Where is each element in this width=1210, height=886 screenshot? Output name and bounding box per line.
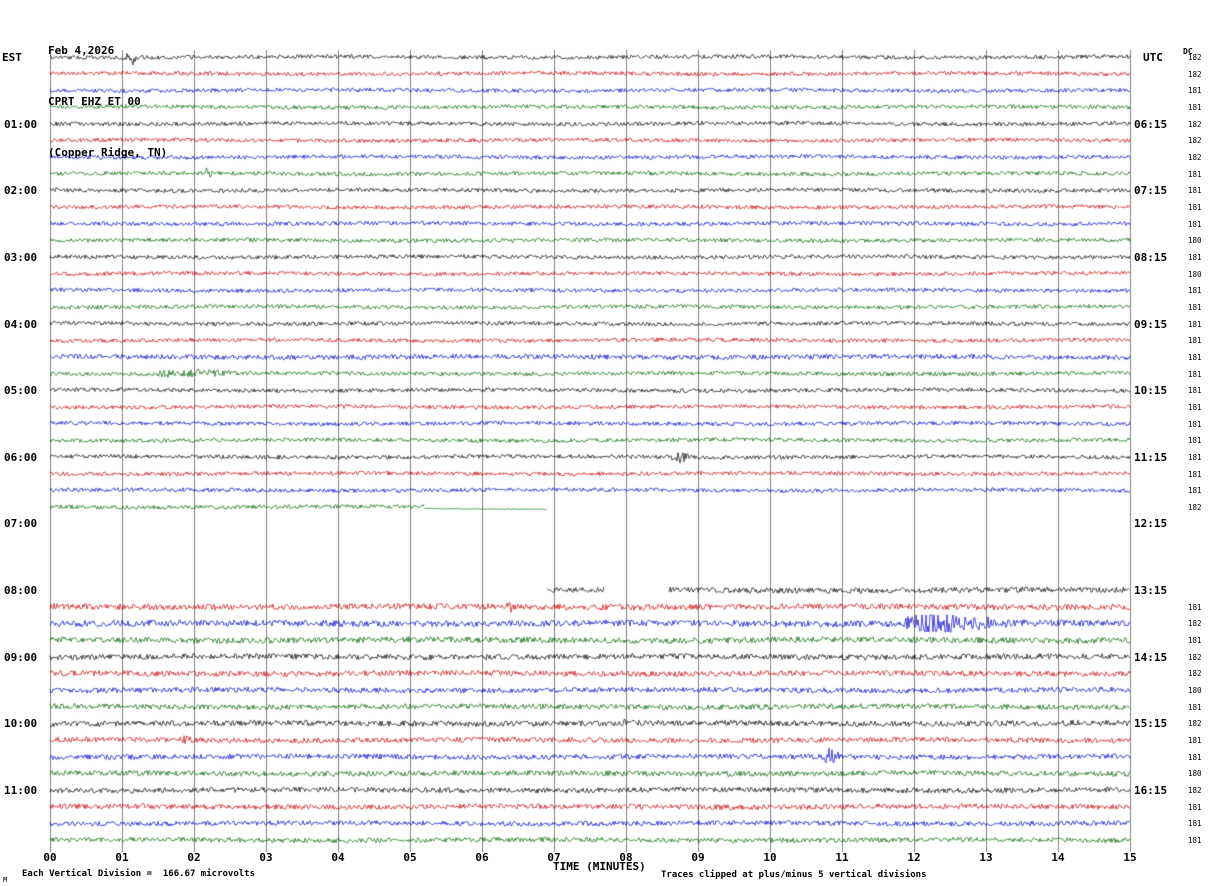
dc-value: 180 bbox=[1188, 236, 1202, 245]
left-hour-label: 03:00 bbox=[4, 251, 37, 264]
x-axis-tick-label: 12 bbox=[902, 851, 926, 864]
x-axis-tick-label: 05 bbox=[398, 851, 422, 864]
right-hour-label: 06:15 bbox=[1134, 118, 1167, 131]
dc-value: 180 bbox=[1188, 270, 1202, 279]
dc-value: 181 bbox=[1188, 453, 1202, 462]
dc-value: 181 bbox=[1188, 386, 1202, 395]
helicorder-page: Feb 4,2026 CPRT EHZ ET 00 (Copper Ridge,… bbox=[0, 0, 1210, 886]
dc-value: 182 bbox=[1188, 786, 1202, 795]
corner-mark: M bbox=[3, 876, 7, 884]
dc-value: 181 bbox=[1188, 253, 1202, 262]
x-axis-tick-label: 02 bbox=[182, 851, 206, 864]
left-hour-label: 04:00 bbox=[4, 318, 37, 331]
left-hour-label: 06:00 bbox=[4, 451, 37, 464]
dc-value: 181 bbox=[1188, 220, 1202, 229]
right-timezone-label: UTC bbox=[1143, 51, 1163, 64]
dc-value: 181 bbox=[1188, 819, 1202, 828]
x-axis-tick-label: 09 bbox=[686, 851, 710, 864]
header-location: (Copper Ridge, TN) bbox=[48, 146, 167, 159]
left-hour-label: 11:00 bbox=[4, 784, 37, 797]
dc-value: 181 bbox=[1188, 203, 1202, 212]
right-hour-label: 15:15 bbox=[1134, 717, 1167, 730]
footer-left-note: Each Vertical Division = 166.67 microvol… bbox=[22, 869, 255, 879]
x-axis-tick-label: 10 bbox=[758, 851, 782, 864]
dc-value: 181 bbox=[1188, 186, 1202, 195]
left-hour-label: 08:00 bbox=[4, 584, 37, 597]
dc-value: 181 bbox=[1188, 286, 1202, 295]
right-hour-label: 07:15 bbox=[1134, 184, 1167, 197]
right-hour-label: 12:15 bbox=[1134, 517, 1167, 530]
header-date: Feb 4,2026 bbox=[48, 44, 167, 57]
left-hour-label: 02:00 bbox=[4, 184, 37, 197]
dc-value: 181 bbox=[1188, 836, 1202, 845]
left-hour-label: 01:00 bbox=[4, 118, 37, 131]
right-hour-label: 14:15 bbox=[1134, 651, 1167, 664]
dc-value: 182 bbox=[1188, 136, 1202, 145]
right-hour-label: 16:15 bbox=[1134, 784, 1167, 797]
left-hour-label: 09:00 bbox=[4, 651, 37, 664]
seismogram-canvas bbox=[0, 0, 1210, 886]
dc-value: 182 bbox=[1188, 719, 1202, 728]
dc-value: 181 bbox=[1188, 303, 1202, 312]
x-axis-tick-label: 00 bbox=[38, 851, 62, 864]
dc-value: 182 bbox=[1188, 120, 1202, 129]
footer-right-note: Traces clipped at plus/minus 5 vertical … bbox=[661, 870, 927, 880]
header-station: CPRT EHZ ET 00 bbox=[48, 95, 167, 108]
dc-value: 181 bbox=[1188, 736, 1202, 745]
dc-value: 181 bbox=[1188, 403, 1202, 412]
dc-value: 180 bbox=[1188, 769, 1202, 778]
x-axis-tick-label: 01 bbox=[110, 851, 134, 864]
dc-value: 182 bbox=[1188, 153, 1202, 162]
dc-value: 181 bbox=[1188, 603, 1202, 612]
x-axis-tick-label: 06 bbox=[470, 851, 494, 864]
x-axis-tick-label: 13 bbox=[974, 851, 998, 864]
dc-value: 181 bbox=[1188, 470, 1202, 479]
dc-value: 181 bbox=[1188, 753, 1202, 762]
right-hour-label: 10:15 bbox=[1134, 384, 1167, 397]
dc-value: 182 bbox=[1188, 669, 1202, 678]
x-axis-tick-label: 04 bbox=[326, 851, 350, 864]
dc-value: 181 bbox=[1188, 486, 1202, 495]
x-axis-tick-label: 03 bbox=[254, 851, 278, 864]
right-hour-label: 11:15 bbox=[1134, 451, 1167, 464]
dc-value: 181 bbox=[1188, 86, 1202, 95]
dc-value: 181 bbox=[1188, 370, 1202, 379]
dc-value: 182 bbox=[1188, 53, 1202, 62]
dc-value: 180 bbox=[1188, 686, 1202, 695]
dc-value: 181 bbox=[1188, 803, 1202, 812]
dc-value: 181 bbox=[1188, 320, 1202, 329]
x-axis-tick-label: 14 bbox=[1046, 851, 1070, 864]
left-hour-label: 10:00 bbox=[4, 717, 37, 730]
right-hour-label: 09:15 bbox=[1134, 318, 1167, 331]
header: Feb 4,2026 CPRT EHZ ET 00 (Copper Ridge,… bbox=[48, 6, 167, 197]
dc-value: 182 bbox=[1188, 619, 1202, 628]
dc-value: 181 bbox=[1188, 103, 1202, 112]
x-axis-tick-label: 11 bbox=[830, 851, 854, 864]
dc-value: 181 bbox=[1188, 636, 1202, 645]
dc-value: 181 bbox=[1188, 436, 1202, 445]
left-hour-label: 05:00 bbox=[4, 384, 37, 397]
left-hour-label: 07:00 bbox=[4, 517, 37, 530]
dc-value: 181 bbox=[1188, 353, 1202, 362]
dc-value: 181 bbox=[1188, 420, 1202, 429]
x-axis-title: TIME (MINUTES) bbox=[553, 860, 646, 873]
x-axis-tick-label: 15 bbox=[1118, 851, 1142, 864]
right-hour-label: 13:15 bbox=[1134, 584, 1167, 597]
dc-value: 182 bbox=[1188, 70, 1202, 79]
dc-value: 182 bbox=[1188, 503, 1202, 512]
dc-value: 181 bbox=[1188, 703, 1202, 712]
dc-value: 181 bbox=[1188, 170, 1202, 179]
dc-value: 182 bbox=[1188, 653, 1202, 662]
left-timezone-label: EST bbox=[2, 51, 22, 64]
right-hour-label: 08:15 bbox=[1134, 251, 1167, 264]
dc-value: 181 bbox=[1188, 336, 1202, 345]
